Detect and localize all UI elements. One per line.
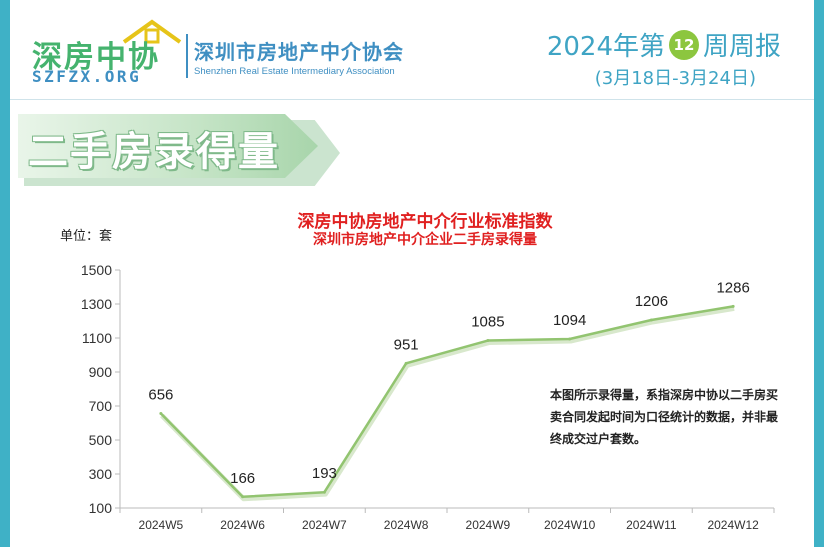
y-tick-label: 300 — [89, 466, 113, 482]
report-page: 深房中协 SZFZX.ORG 深圳市房地产中介协会 Shenzhen Real … — [10, 0, 814, 547]
y-tick-label: 900 — [89, 364, 113, 380]
report-title-prefix: 2024年第 — [546, 32, 665, 62]
report-title: 2024年第 12 周周报 — [547, 26, 781, 63]
line-chart: 100 300 500 700 900 1100 1300 1500 2024W5 2024W6 2… — [81, 262, 775, 532]
y-tick-label: 100 — [89, 500, 113, 516]
data-point — [159, 411, 163, 415]
data-point — [486, 339, 490, 343]
association-name-cn: 深圳市房地产中介协会 — [194, 42, 404, 64]
data-label: 166 — [230, 470, 255, 487]
x-tick-label: 2024W9 — [466, 518, 511, 532]
series-line-shadow — [160, 305, 735, 502]
association-name-en: Shenzhen Real Estate Intermediary Associ… — [194, 66, 395, 77]
chart-title: 深房中协房地产中介行业标准指数 — [297, 212, 553, 232]
data-label: 1286 — [716, 279, 749, 296]
y-tick-label: 500 — [89, 432, 113, 448]
data-label: 193 — [312, 465, 337, 482]
y-tick-label: 1500 — [81, 262, 112, 278]
chart-subtitle: 深圳市房地产中介企业二手房录得量 — [313, 232, 537, 248]
data-point — [404, 361, 408, 365]
y-tick-label: 1300 — [81, 296, 112, 312]
data-label: 1085 — [471, 314, 504, 331]
data-point — [731, 304, 735, 308]
data-point — [568, 337, 572, 341]
x-tick-label: 2024W12 — [707, 518, 759, 532]
x-tick-label: 2024W8 — [384, 518, 429, 532]
section-banner — [18, 114, 318, 178]
szfzx-logo: 深房中协 SZFZX.ORG — [32, 18, 182, 86]
data-label: 1094 — [553, 312, 586, 329]
x-tick-label: 2024W5 — [139, 518, 184, 532]
section-title: 二手房录得量 — [28, 129, 280, 175]
y-tick-label: 1100 — [82, 330, 112, 346]
chart-note: 本图所示录得量，系指深房中协以二手房买卖合同发起时间为口径统计的数据，并非最终成… — [550, 388, 779, 446]
house-roof-icon — [122, 19, 182, 44]
y-tick-label: 700 — [89, 398, 113, 414]
data-label: 951 — [394, 336, 419, 353]
data-point — [649, 318, 653, 322]
logo-chinese-text: 深房中协 — [32, 40, 160, 75]
x-tick-label: 2024W10 — [544, 518, 596, 532]
logo-domain-text: SZFZX.ORG — [32, 67, 142, 86]
header-divider — [10, 99, 814, 100]
report-title-suffix: 周周报 — [702, 32, 781, 62]
data-label: 1206 — [635, 293, 668, 310]
report-date-range: (3月18日-3月24日) — [594, 68, 756, 89]
unit-label: 单位：套 — [60, 229, 113, 244]
data-label: 656 — [148, 386, 173, 403]
logo-divider — [186, 34, 188, 78]
data-point — [241, 495, 245, 499]
data-point — [322, 490, 326, 494]
series-line — [159, 305, 734, 499]
x-tick-label: 2024W6 — [220, 518, 265, 532]
x-tick-label: 2024W11 — [626, 518, 677, 532]
week-number-badge: 12 — [668, 29, 699, 60]
x-tick-label: 2024W7 — [302, 518, 347, 532]
